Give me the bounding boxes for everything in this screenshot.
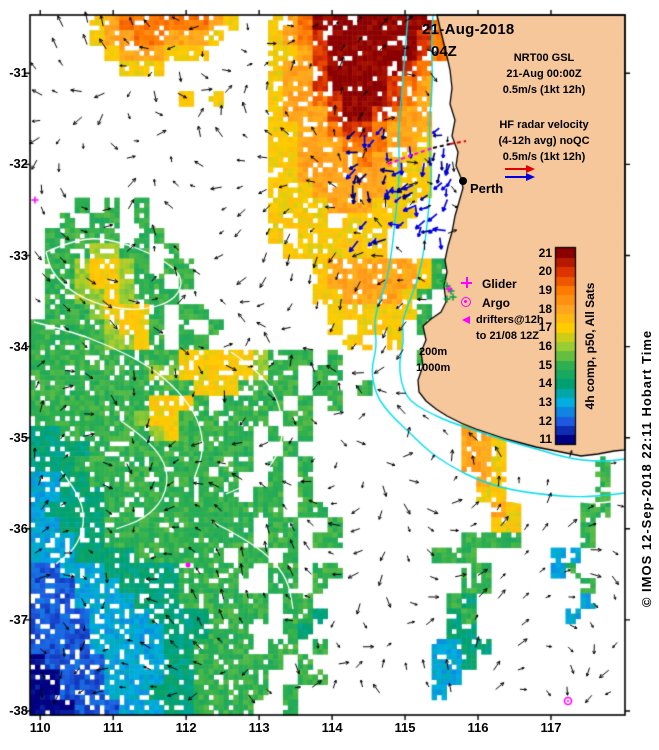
y-axis-tick-label: -34	[9, 338, 28, 354]
drifters-legend-label-line1: drifters@12h	[476, 314, 544, 326]
x-axis-tick-label: 116	[467, 720, 489, 735]
x-axis-tick-label: 114	[321, 720, 343, 735]
bathymetry-1000m-label: 1000m	[416, 362, 451, 374]
x-axis-tick-label: 110	[29, 720, 51, 735]
hf-radar-legend: HF radar velocity (4-12h avg) noQC 0.5m/…	[490, 117, 598, 165]
colorbar-tick-label: 19	[538, 283, 552, 297]
colorbar-tick-label: 16	[538, 339, 552, 353]
drifter-marker-icon	[462, 316, 470, 324]
glider-marker-icon	[461, 277, 472, 288]
colorbar-tick-label: 17	[538, 320, 552, 335]
x-axis-tick-label: 117	[540, 720, 562, 735]
y-axis-tick-label: -38	[9, 703, 28, 718]
x-axis-tick-label: 111	[103, 720, 124, 735]
colorbar-tick-label: 12	[538, 413, 552, 428]
y-axis-tick-label: -36	[9, 520, 28, 536]
colorbar-tick-label: 20	[538, 264, 552, 279]
gsl-legend: NRT00 GSL 21-Aug 00:00Z 0.5m/s (1kt 12h)	[493, 50, 595, 98]
y-axis-tick-label: -32	[9, 156, 28, 172]
map-date-title: 21-Aug-2018	[422, 21, 515, 38]
drifters-legend-label-line2: to 21/08 12Z	[476, 330, 539, 342]
gsl-legend-product: NRT00 GSL	[513, 52, 575, 64]
glider-legend-label: Glider	[482, 277, 517, 291]
gsl-scale-arrow-red-icon	[505, 164, 535, 173]
colorbar-tick-label: 15	[538, 357, 552, 372]
colorbar-tick-label: 18	[538, 301, 552, 316]
y-axis-tick-label: -31	[9, 65, 28, 81]
x-axis-tick-label: 115	[394, 720, 416, 735]
colorbar-tick-label: 21	[538, 245, 552, 260]
hf-legend-qualifier: (4-12h avg) noQC	[498, 135, 590, 147]
colorbar-tick-label: 14	[538, 376, 552, 391]
x-axis-tick-label: 113	[248, 720, 270, 735]
argo-marker-icon	[461, 297, 471, 307]
x-axis-tick-label: 112	[175, 720, 197, 735]
hf-legend-scale: 0.5m/s (1kt 12h)	[502, 151, 586, 163]
colorbar-tick-label: 13	[538, 395, 552, 409]
bathymetry-200m-label: 200m	[419, 346, 448, 358]
argo-legend-label: Argo	[482, 296, 510, 310]
copyright-credit: © IMOS 12-Sep-2018 22:11 Hobart Time	[639, 329, 654, 608]
map-hour-title: 04Z	[431, 43, 457, 60]
colorbar-tick-label: 11	[539, 432, 552, 447]
gsl-legend-datetime: 21-Aug 00:00Z	[506, 68, 582, 80]
y-axis-tick-label: -35	[9, 429, 28, 445]
perth-city-dot	[459, 177, 467, 185]
perth-city-label: Perth	[470, 181, 504, 196]
y-axis-tick-label: -37	[9, 611, 28, 627]
hf-legend-product: HF radar velocity	[499, 119, 589, 131]
hf-scale-arrow-blue-icon	[505, 172, 535, 181]
colorbar-title: 4h comp, p50, All Sats	[583, 282, 597, 410]
gsl-legend-scale: 0.5m/s (1kt 12h)	[502, 84, 586, 96]
y-axis-tick-label: -33	[9, 247, 28, 263]
